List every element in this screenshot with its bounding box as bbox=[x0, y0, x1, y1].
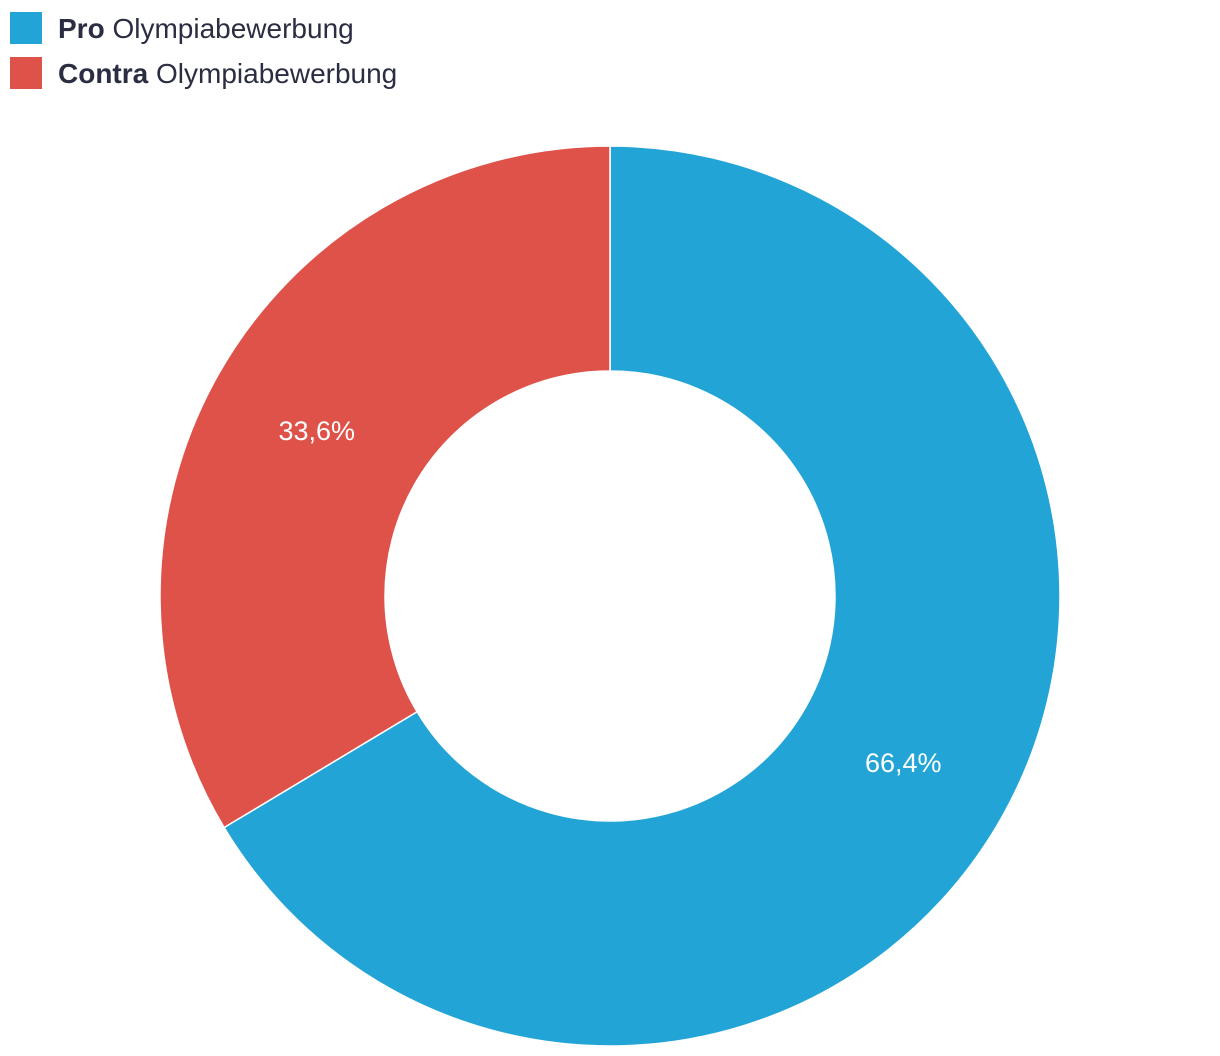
legend-strong: Pro bbox=[58, 13, 105, 44]
donut-slice bbox=[159, 145, 611, 829]
legend-swatch bbox=[10, 12, 42, 44]
data-label: 33,6% bbox=[278, 416, 355, 446]
legend-label: Contra Olympiabewerbung bbox=[58, 58, 397, 89]
legend-text: Olympiabewerbung bbox=[112, 13, 353, 44]
legend-swatch bbox=[10, 57, 42, 89]
donut-slice bbox=[223, 145, 1061, 1047]
data-label: 66,4% bbox=[865, 748, 942, 778]
legend-strong: Contra bbox=[58, 58, 149, 89]
legend-label: Pro Olympiabewerbung bbox=[58, 13, 354, 44]
legend-text: Olympiabewerbung bbox=[156, 58, 397, 89]
